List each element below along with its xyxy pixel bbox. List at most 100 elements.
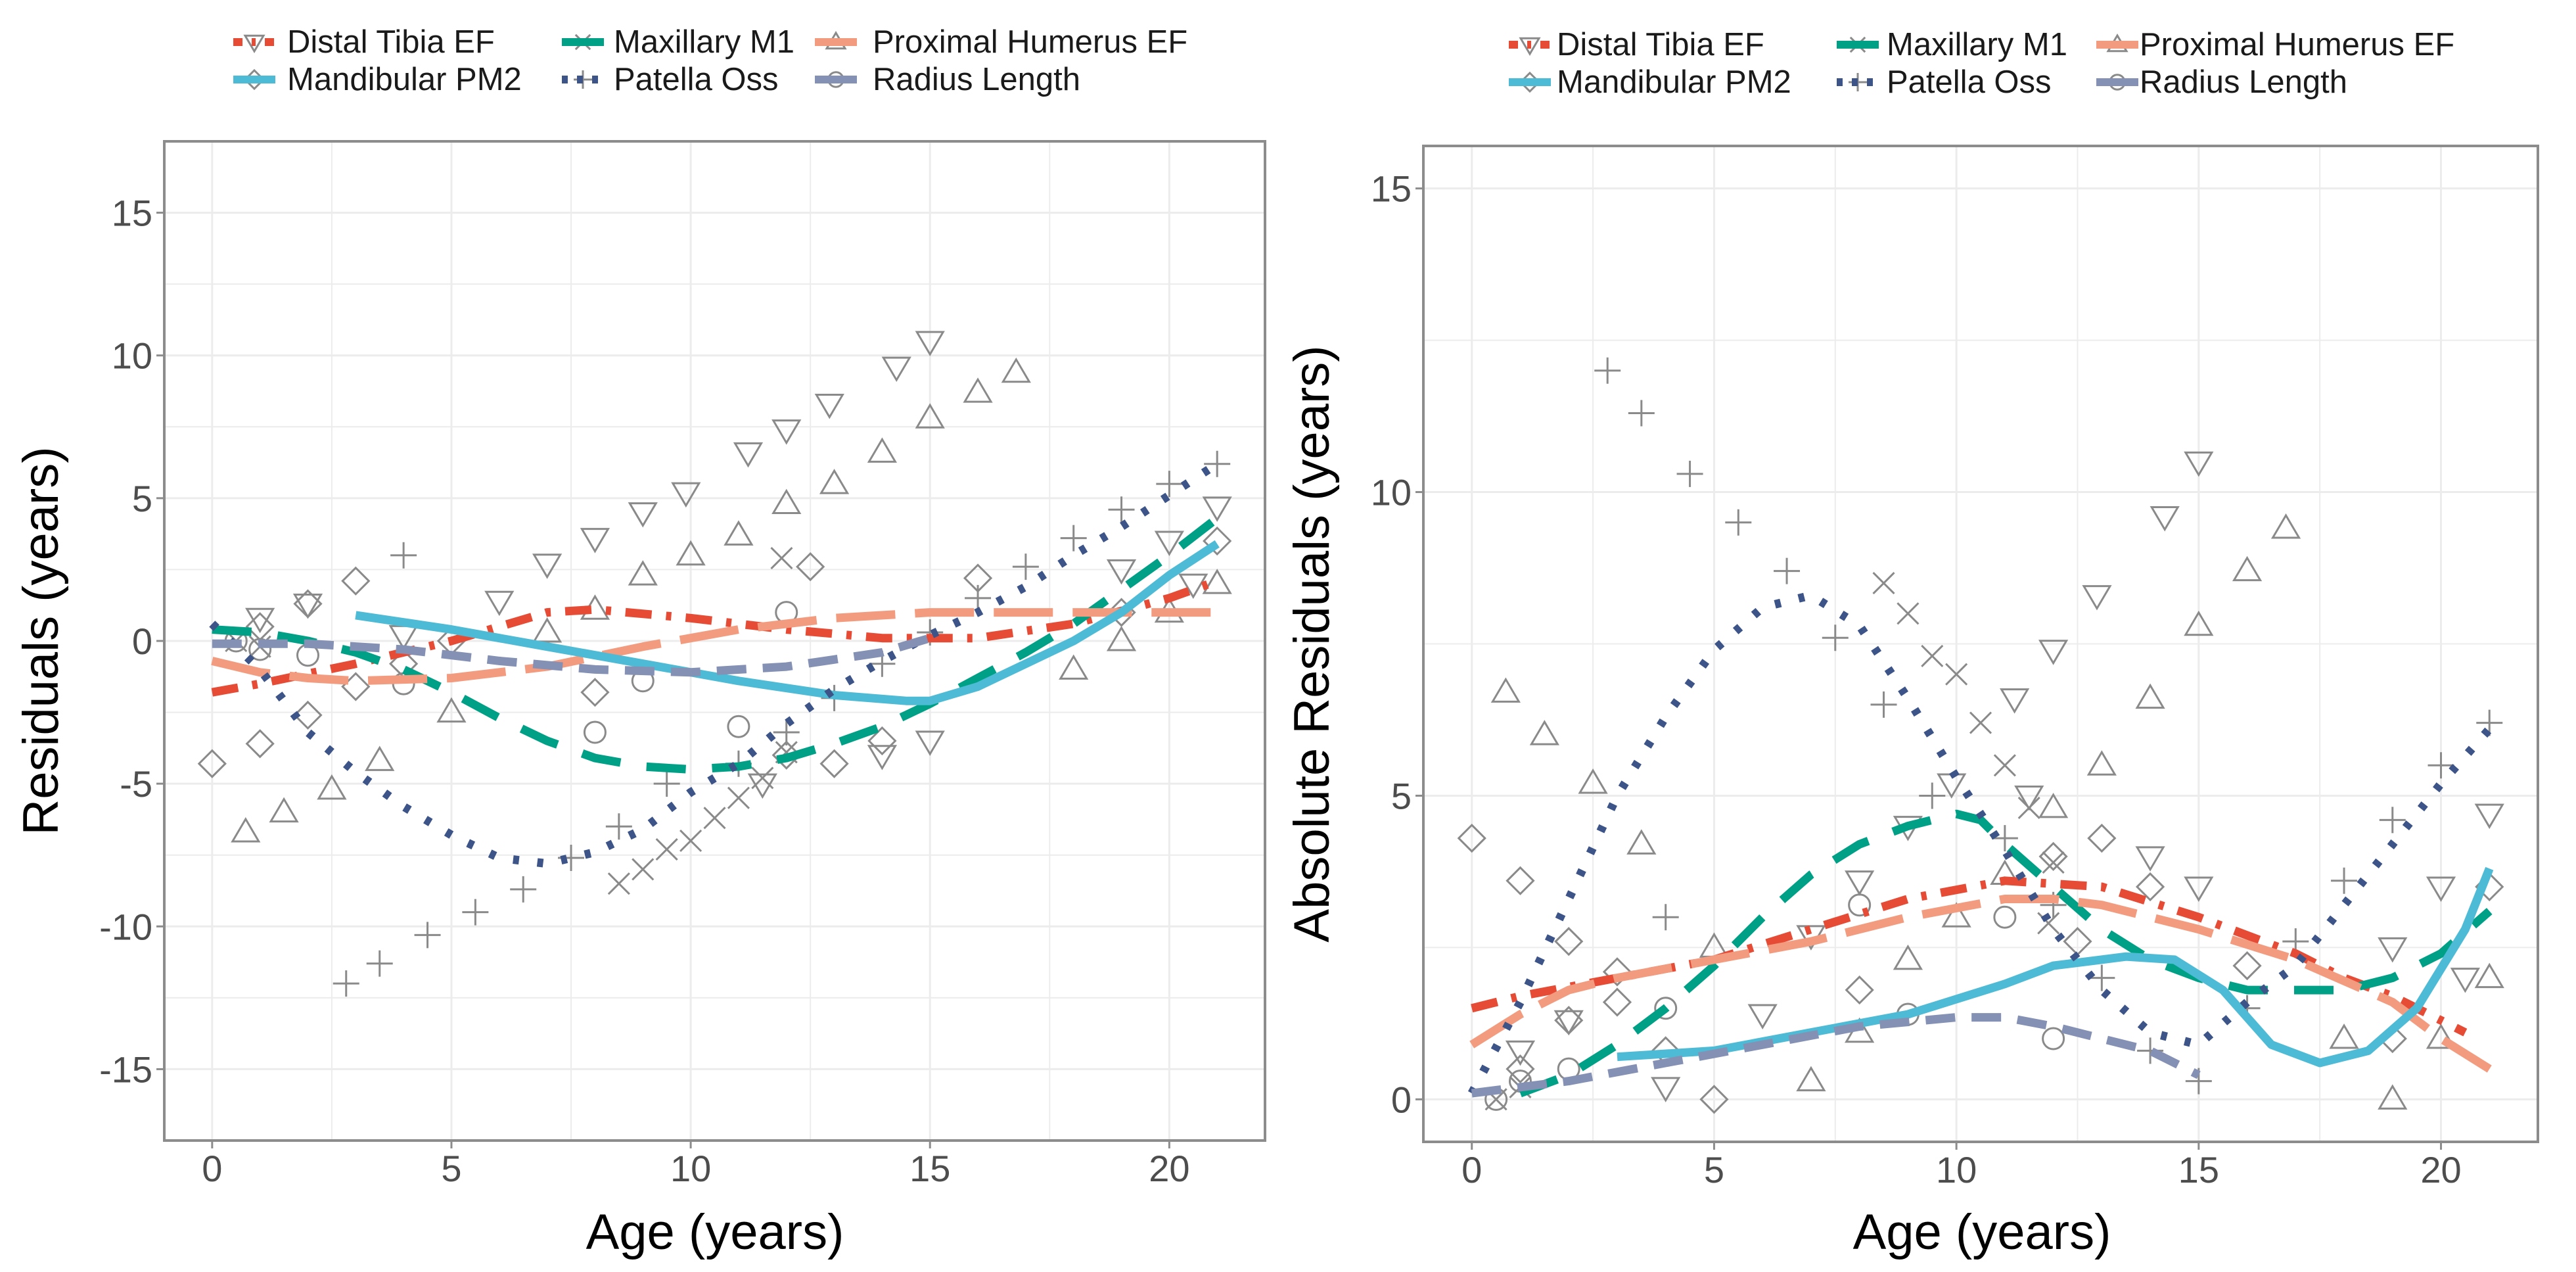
scatter-point (580, 678, 610, 707)
legend-label: Proximal Humerus EF (2140, 27, 2454, 62)
scatter-point (2184, 610, 2214, 636)
legend-label: Distal Tibia EF (287, 24, 495, 60)
scatter-point (1154, 530, 1184, 556)
scatter-point (1554, 927, 1584, 956)
scatter-point (628, 502, 658, 528)
scatter-point (2378, 1084, 2408, 1110)
y-axis-title: Residuals (years) (13, 446, 69, 835)
trend-line-mandibular-pm2 (355, 540, 1220, 705)
scatter-point (2184, 876, 2214, 902)
scatter-point (655, 837, 678, 861)
scatter-point (231, 817, 261, 843)
scatter-point (1845, 975, 1874, 1005)
x-axis-title: Age (years) (586, 1204, 844, 1260)
scatter-point (1059, 654, 1089, 680)
trend-line-patella-oss (1467, 591, 2493, 1096)
trend-line-proximal-humerus-ef (211, 608, 1218, 686)
x-tick-label: 20 (2420, 1149, 2461, 1190)
scatter-point (436, 697, 467, 723)
scatter-point (1969, 711, 1992, 734)
scatter-point (2042, 851, 2065, 874)
scatter-point (814, 394, 844, 419)
x-tick-label: 0 (202, 1148, 222, 1189)
scatter-point (1919, 782, 1946, 809)
legend-marker-icon (243, 34, 265, 53)
legend-label: Proximal Humerus EF (873, 24, 1187, 60)
panel-1: 0 5 10 15 20 -15 -10 -5 0 5 10 15 Age (years) Residua… (13, 24, 1266, 1260)
y-tick-label: 0 (132, 621, 152, 662)
trend-lines (209, 460, 1220, 868)
scatter-point (733, 442, 764, 468)
scatter-point (366, 950, 393, 977)
scatter-point (867, 437, 898, 463)
scatter-point (703, 807, 726, 830)
scatter-point (2082, 585, 2112, 611)
trend-line-proximal-humerus-ef (1469, 895, 2492, 1073)
scatter-point (248, 638, 272, 661)
panel-2: 0 5 10 15 20 0 5 10 15 Age (years) Absolute Residu… (1284, 27, 2539, 1260)
scatter-point (2037, 912, 2060, 935)
scatter-point (2426, 1024, 2456, 1049)
scatter-point (269, 797, 299, 823)
scatter-point (1202, 496, 1232, 522)
scatter-point (341, 566, 371, 596)
scatter-point (1991, 825, 2018, 852)
scatter-point (365, 745, 395, 771)
scatter-point (2379, 807, 2406, 834)
scatter-point (2450, 968, 2481, 993)
scatter-point (532, 617, 563, 643)
scatter-point (1993, 754, 2016, 777)
legend-label: Radius Length (873, 62, 1080, 97)
scatter-point (653, 770, 680, 797)
scatter-point (388, 624, 419, 651)
legend: Distal Tibia EF Maxillary M1 Proximal Hume… (1509, 27, 2454, 100)
scatter-point (333, 970, 359, 997)
x-tick-label: 10 (670, 1148, 711, 1189)
trend-line-radius-length (1471, 1013, 2201, 1098)
scatter-point (915, 331, 945, 356)
scatter-point (1506, 866, 1535, 895)
legend-item-patella-oss: Patella Oss (562, 62, 779, 97)
legend-label: Radius Length (2140, 64, 2347, 100)
scatter-point (317, 774, 347, 800)
scatter-point (1108, 496, 1135, 523)
scatter-point (414, 922, 441, 949)
scatter-point (292, 594, 323, 619)
scatter-point (1626, 829, 1657, 855)
y-tick-label: 5 (1391, 775, 1412, 816)
scatter-point (1529, 720, 1559, 745)
scatter-point (1897, 602, 1920, 625)
scatter-point (2087, 823, 2117, 853)
scatter-point (1553, 1010, 1584, 1036)
scatter-point (771, 740, 801, 770)
y-tick-label: 10 (112, 335, 152, 377)
scatter-point (1652, 904, 1679, 931)
y-tick-label: -15 (99, 1048, 152, 1090)
scatter-point (770, 546, 793, 570)
scatter-point (2329, 1024, 2359, 1049)
legend-item-radius-length: Radius Length (2096, 64, 2347, 100)
scatter-point (1654, 997, 1678, 1020)
scatter-point (1554, 1006, 1584, 1035)
scatter-point (605, 813, 632, 840)
scatter-point (1156, 471, 1183, 498)
scatter-point (628, 560, 658, 586)
scatter-point (965, 584, 992, 611)
y-tick-label: -5 (120, 763, 152, 805)
legend-item-maxillary-m1: Maxillary M1 (1837, 27, 2067, 62)
scatter-point (1747, 1004, 1778, 1029)
x-axis-title: Age (years) (1853, 1204, 2111, 1260)
trend-lines (1467, 591, 2494, 1098)
panel-border (1422, 145, 2539, 1143)
y-axis-title: Absolute Residuals (years) (1284, 345, 1340, 942)
legend-label: Mandibular PM2 (1557, 64, 1791, 100)
scatter-point (1774, 557, 1801, 584)
scatter-point (583, 720, 607, 744)
legend-label: Patella Oss (614, 62, 779, 97)
scatter-point (1676, 460, 1703, 487)
scatter-point (963, 377, 993, 403)
scatter-point (915, 730, 945, 756)
legend-item-mandibular-pm2: Mandibular PM2 (233, 62, 522, 97)
scatter-point (1822, 624, 1849, 651)
